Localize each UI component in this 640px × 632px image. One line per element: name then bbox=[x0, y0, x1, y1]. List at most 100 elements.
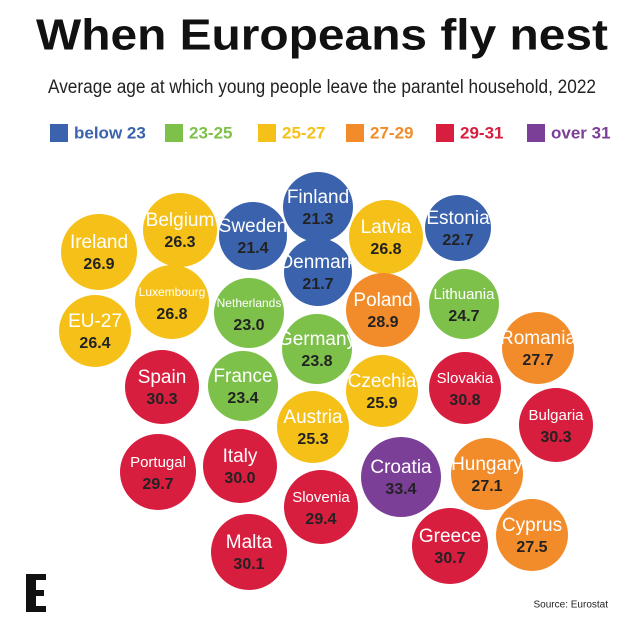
bubble-circle bbox=[346, 273, 420, 347]
bubble-circle bbox=[282, 314, 352, 384]
value-label: 23.4 bbox=[227, 390, 258, 407]
legend-label: over 31 bbox=[551, 123, 611, 142]
bubble: Denmark 21.7 bbox=[279, 238, 357, 306]
value-label: 29.4 bbox=[305, 511, 336, 528]
value-label: 24.7 bbox=[448, 308, 479, 325]
bubble: EU-27 26.4 bbox=[59, 295, 131, 367]
bubble-circle bbox=[283, 172, 353, 242]
bubble: Poland 28.9 bbox=[346, 273, 420, 347]
bubble-circle bbox=[120, 434, 196, 510]
bubble: Slovakia 30.8 bbox=[429, 352, 501, 424]
country-label: Poland bbox=[353, 290, 412, 311]
country-label: EU-27 bbox=[68, 311, 122, 332]
value-label: 22.7 bbox=[442, 232, 473, 249]
chart-title: When Europeans fly nest bbox=[36, 11, 608, 60]
bubble: Bulgaria 30.3 bbox=[519, 388, 593, 462]
bubble-circle bbox=[349, 200, 423, 274]
country-label: Germany bbox=[278, 329, 357, 350]
bubble-circle bbox=[425, 195, 491, 261]
bubble-circle bbox=[208, 351, 278, 421]
bubble: Germany 23.8 bbox=[278, 314, 357, 384]
bubble-circle bbox=[61, 214, 137, 290]
bubble-circle bbox=[284, 238, 352, 306]
value-label: 21.3 bbox=[302, 211, 333, 228]
country-label: Hungary bbox=[451, 454, 523, 475]
bubble-circle bbox=[219, 202, 287, 270]
country-label: Bulgaria bbox=[528, 407, 584, 424]
bubble-circle bbox=[284, 470, 358, 544]
bubble: Romania 27.7 bbox=[500, 312, 576, 384]
bubble: Finland 21.3 bbox=[283, 172, 353, 242]
bubble: Greece 30.7 bbox=[412, 508, 488, 584]
bubble-circle bbox=[203, 429, 277, 503]
bubble-circle bbox=[451, 438, 523, 510]
bubble: Sweden 21.4 bbox=[219, 202, 288, 270]
value-label: 30.7 bbox=[434, 550, 465, 567]
country-label: Denmark bbox=[279, 252, 357, 273]
bubble: Slovenia 29.4 bbox=[284, 470, 358, 544]
bubble-circle bbox=[502, 312, 574, 384]
source: Source: Eurostat bbox=[534, 600, 609, 611]
logo bbox=[26, 574, 46, 612]
value-label: 27.1 bbox=[471, 478, 502, 495]
bubble: Ireland 26.9 bbox=[61, 214, 137, 290]
bubble: Czechia 25.9 bbox=[346, 355, 418, 427]
value-label: 30.3 bbox=[146, 391, 177, 408]
value-label: 23.0 bbox=[233, 317, 264, 334]
bubble-circle bbox=[125, 350, 199, 424]
value-label: 25.3 bbox=[297, 431, 328, 448]
country-label: Croatia bbox=[370, 457, 432, 478]
country-label: Slovakia bbox=[437, 370, 494, 387]
bubble: Austria 25.3 bbox=[277, 391, 349, 463]
bubble-circle bbox=[429, 269, 499, 339]
value-label: 30.3 bbox=[540, 429, 571, 446]
value-label: 30.8 bbox=[449, 392, 480, 409]
value-label: 26.8 bbox=[156, 306, 187, 323]
bubble: Estonia 22.7 bbox=[425, 195, 491, 261]
country-label: Netherlands bbox=[217, 296, 282, 310]
country-label: Italy bbox=[223, 446, 258, 467]
country-label: Romania bbox=[500, 328, 576, 349]
bubble: Latvia 26.8 bbox=[349, 200, 423, 274]
legend-label: 27-29 bbox=[370, 123, 413, 142]
country-label: Luxembourg bbox=[139, 285, 206, 299]
bubble: Spain 30.3 bbox=[125, 350, 199, 424]
value-label: 33.4 bbox=[385, 481, 416, 498]
country-label: Austria bbox=[283, 407, 343, 428]
country-label: Lithuania bbox=[434, 286, 496, 303]
country-label: Greece bbox=[419, 526, 481, 547]
bubble: Malta 30.1 bbox=[211, 514, 287, 590]
value-label: 30.0 bbox=[224, 470, 255, 487]
legend-label: 25-27 bbox=[282, 123, 325, 142]
value-label: 28.9 bbox=[367, 314, 398, 331]
bubble-circle bbox=[346, 355, 418, 427]
bubble-circle bbox=[143, 193, 217, 267]
legend-swatch bbox=[527, 124, 545, 142]
country-label: Portugal bbox=[130, 454, 186, 471]
country-label: Slovenia bbox=[292, 489, 350, 506]
country-label: Sweden bbox=[219, 216, 288, 237]
bubble-circle bbox=[496, 499, 568, 571]
value-label: 29.7 bbox=[142, 476, 173, 493]
bubble: Croatia 33.4 bbox=[361, 437, 441, 517]
bubble: Portugal 29.7 bbox=[120, 434, 196, 510]
bubble-circle bbox=[519, 388, 593, 462]
bubble-circle bbox=[277, 391, 349, 463]
chart-subtitle: Average age at which young people leave … bbox=[48, 77, 596, 98]
value-label: 26.8 bbox=[370, 241, 401, 258]
bubble-circle bbox=[429, 352, 501, 424]
legend-label: below 23 bbox=[74, 123, 146, 142]
bubble: France 23.4 bbox=[208, 351, 278, 421]
legend-label: 29-31 bbox=[460, 123, 503, 142]
country-label: Ireland bbox=[70, 232, 128, 253]
bubble-circle bbox=[214, 278, 284, 348]
legend-swatch bbox=[436, 124, 454, 142]
bubble: Netherlands 23.0 bbox=[214, 278, 284, 348]
value-label: 25.9 bbox=[366, 395, 397, 412]
country-label: Czechia bbox=[348, 371, 417, 392]
bubble-circle bbox=[361, 437, 441, 517]
bubble: Hungary 27.1 bbox=[451, 438, 523, 510]
value-label: 27.5 bbox=[516, 539, 547, 556]
bubble-circle bbox=[211, 514, 287, 590]
